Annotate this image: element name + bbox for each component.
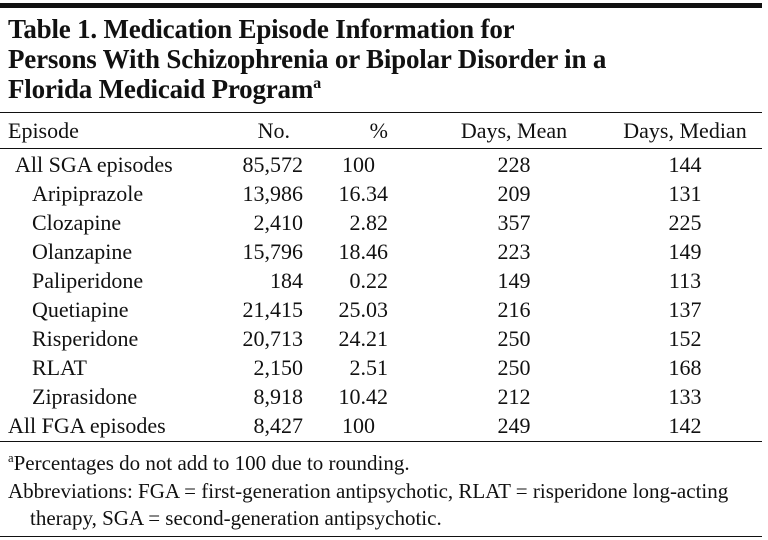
row-label: Paliperidone: [32, 268, 144, 293]
footnote: aPercentages do not add to 100 due to ro…: [8, 450, 758, 477]
cell-median: 149: [668, 239, 702, 264]
footnote-text: Percentages do not add to 100 due to rou…: [13, 451, 410, 475]
cell-percent: 2.51: [349, 355, 389, 380]
cell-median: 168: [668, 355, 702, 380]
cell-median: 225: [668, 210, 702, 235]
row-label: Olanzapine: [32, 239, 133, 264]
cell-count: 184: [270, 268, 303, 293]
cell-percent: 18.46: [338, 239, 389, 264]
cell-count: 8,427: [253, 413, 304, 438]
cell-mean: 212: [497, 384, 531, 409]
cell-percent: 0.22: [349, 268, 389, 293]
title-text: Table 1. Medication Episode Information …: [8, 14, 607, 104]
column-header: Episode: [8, 118, 79, 143]
column-header: No.: [257, 118, 290, 143]
row-label: Risperidone: [32, 326, 139, 351]
row-label: RLAT: [32, 355, 87, 380]
cell-mean: 216: [497, 297, 531, 322]
cell-median: 152: [668, 326, 702, 351]
cell-mean: 250: [497, 326, 531, 351]
cell-count: 2,150: [253, 355, 304, 380]
column-header: Days, Median: [623, 118, 747, 143]
cell-count: 2,410: [253, 210, 304, 235]
column-header: %: [369, 118, 388, 143]
abbreviations: Abbreviations: FGA = first-generation an…: [8, 479, 729, 530]
row-label: Ziprasidone: [32, 384, 138, 409]
column-header: Days, Mean: [460, 118, 568, 143]
cell-percent: 10.42: [338, 384, 389, 409]
row-label: Quetiapine: [32, 297, 129, 322]
cell-percent: 16.34: [338, 181, 389, 206]
rule: [0, 441, 762, 442]
top-rule: [0, 3, 762, 8]
footnote-marker: a: [8, 451, 14, 465]
cell-mean: 223: [497, 239, 531, 264]
row-label: Clozapine: [32, 210, 122, 235]
cell-count: 21,415: [242, 297, 304, 322]
cell-percent: 25.03: [338, 297, 389, 322]
row-label: Aripiprazole: [32, 181, 144, 206]
rule: [0, 148, 762, 149]
cell-median: 137: [668, 297, 702, 322]
cell-median: 113: [668, 268, 702, 293]
cell-percent: 100: [342, 413, 375, 438]
cell-median: 133: [668, 384, 702, 409]
cell-median: 131: [668, 181, 702, 206]
cell-mean: 249: [497, 413, 531, 438]
cell-count: 8,918: [253, 384, 304, 409]
cell-mean: 357: [497, 210, 531, 235]
row-label: All FGA episodes: [8, 413, 166, 438]
cell-mean: 228: [497, 152, 531, 177]
cell-median: 144: [668, 152, 702, 177]
bottom-rule: [0, 536, 762, 537]
rule: [0, 112, 762, 113]
cell-count: 20,713: [242, 326, 304, 351]
cell-mean: 209: [497, 181, 531, 206]
cell-percent: 2.82: [349, 210, 389, 235]
table-title: Table 1. Medication Episode Information …: [8, 14, 608, 104]
cell-count: 15,796: [242, 239, 304, 264]
cell-count: 85,572: [242, 152, 304, 177]
title-note: a: [313, 74, 322, 92]
cell-mean: 250: [497, 355, 531, 380]
cell-mean: 149: [497, 268, 531, 293]
cell-percent: 100: [342, 152, 375, 177]
cell-percent: 24.21: [338, 326, 389, 351]
cell-median: 142: [668, 413, 702, 438]
row-label: All SGA episodes: [15, 152, 173, 177]
cell-count: 13,986: [242, 181, 304, 206]
